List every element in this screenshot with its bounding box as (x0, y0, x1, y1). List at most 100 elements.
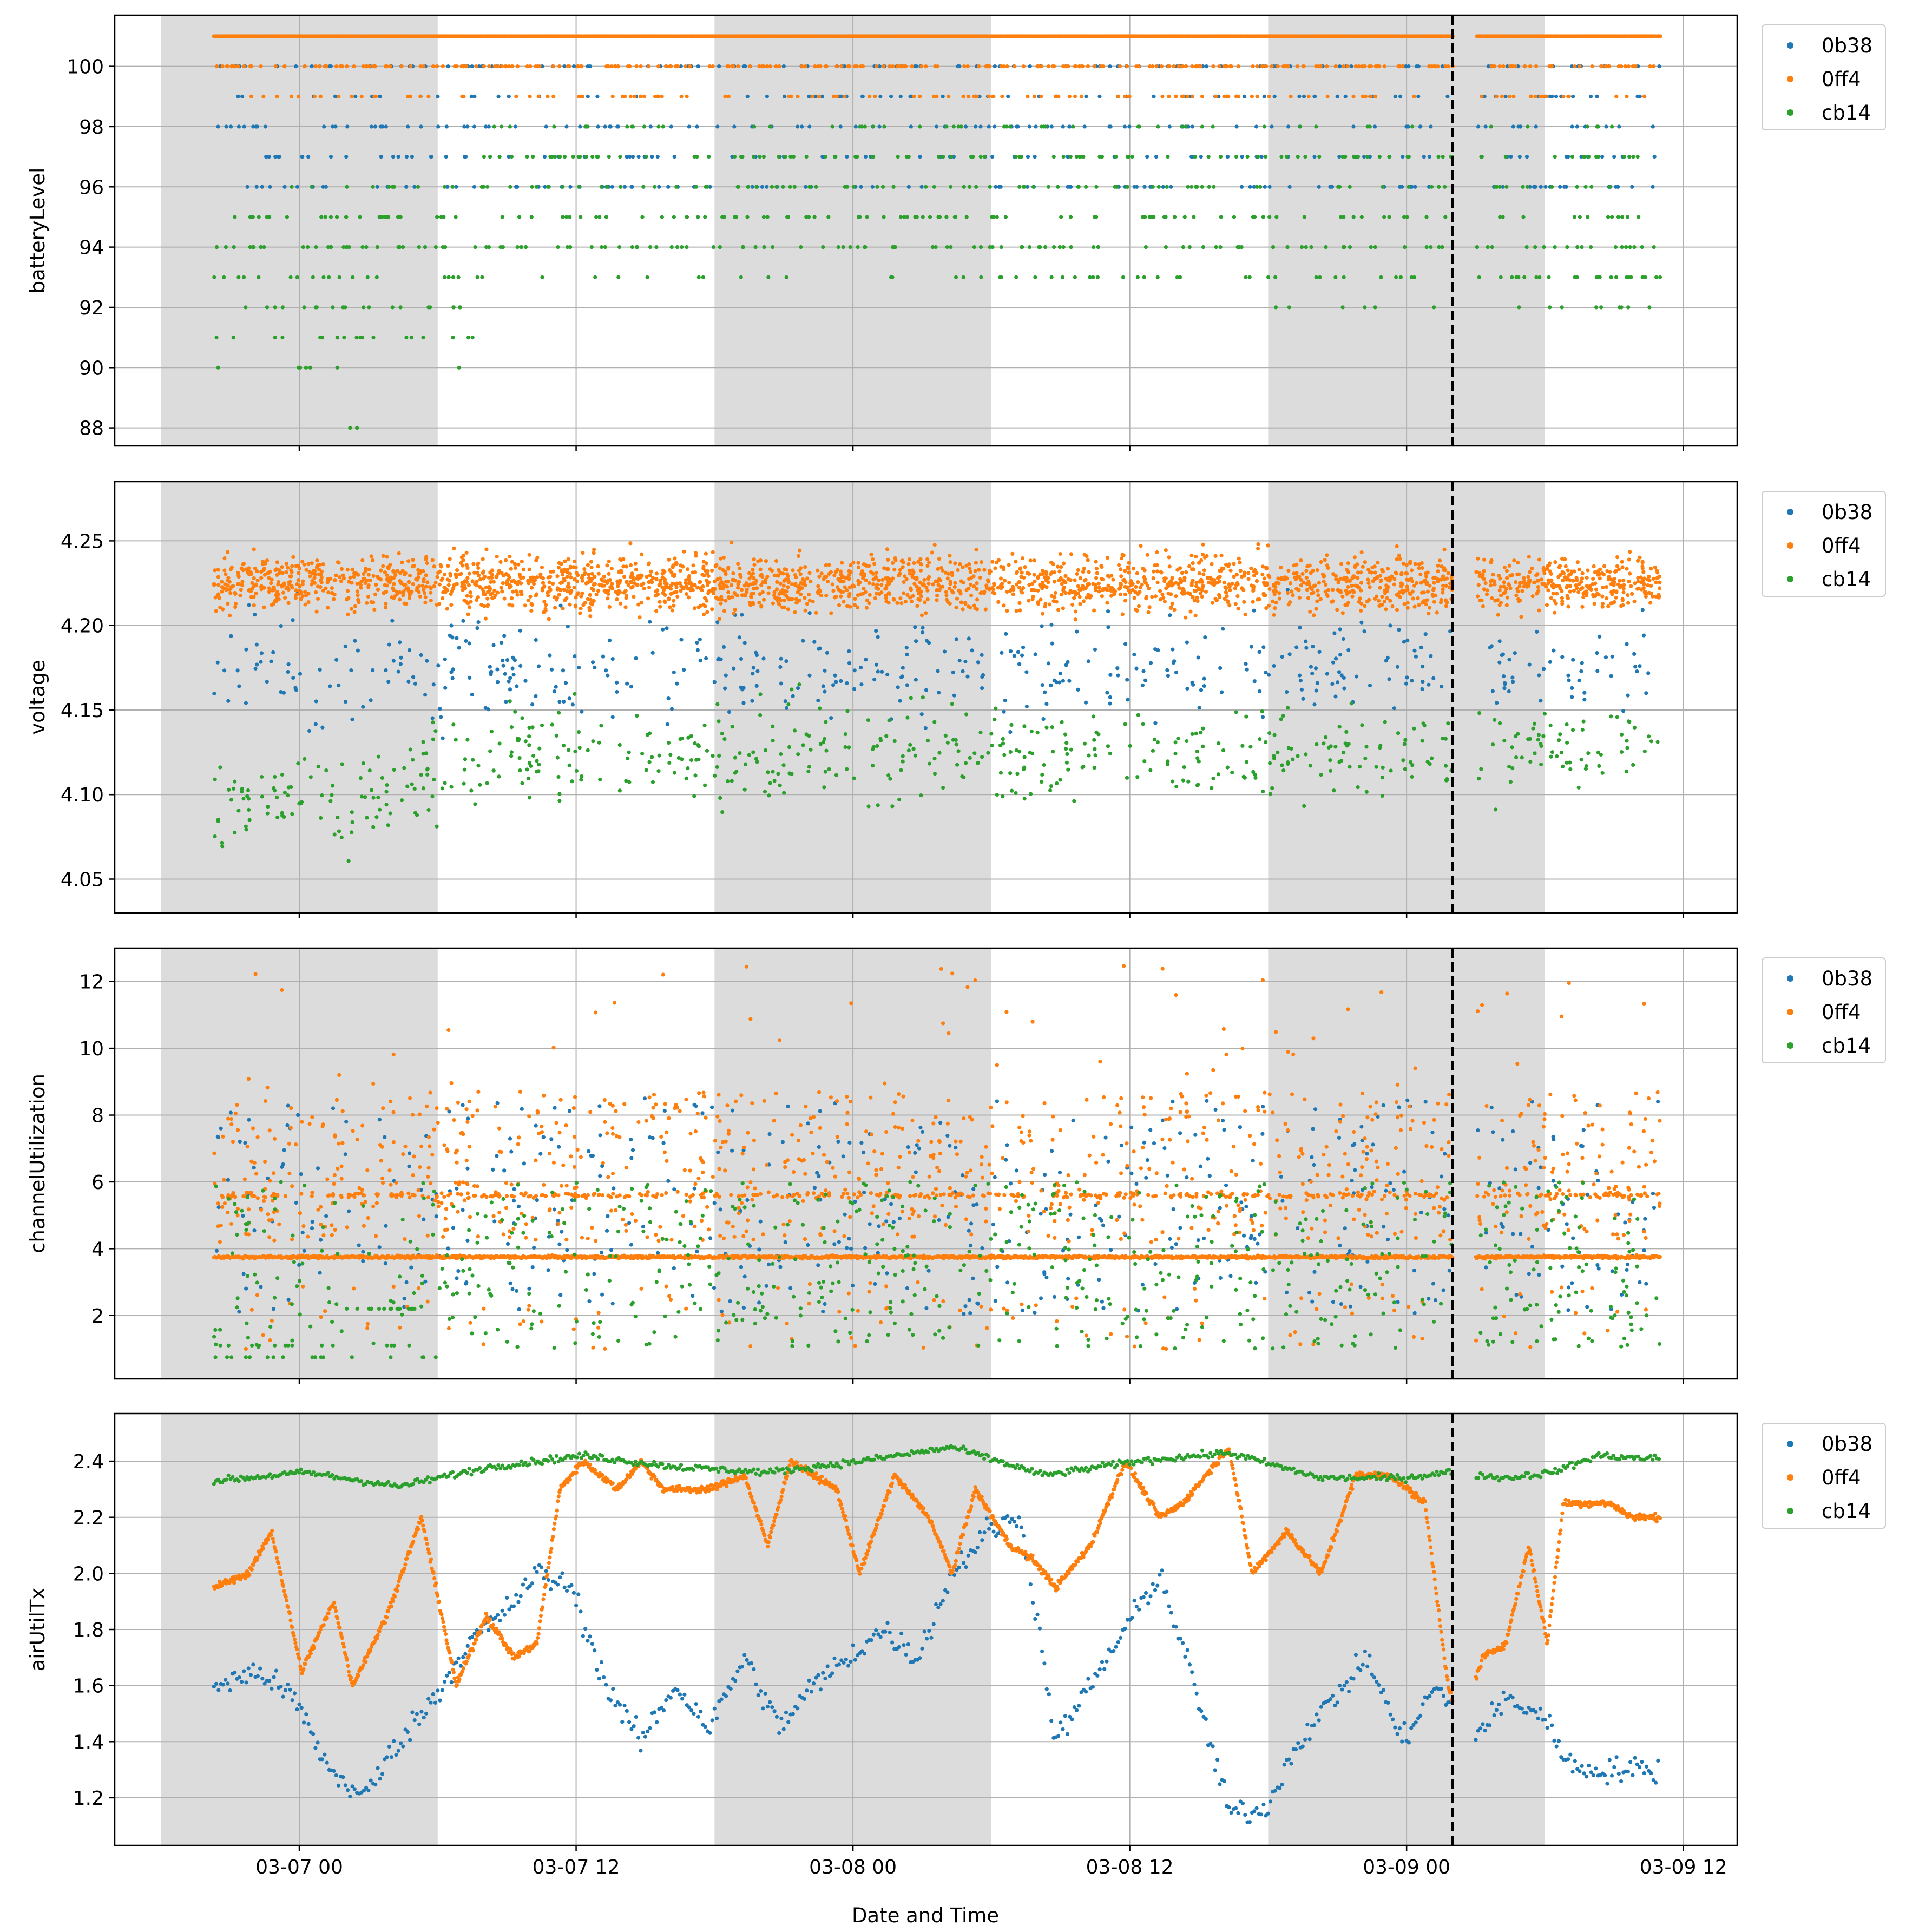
data-point (1341, 636, 1345, 641)
data-point (1342, 64, 1346, 69)
data-point (1560, 599, 1565, 603)
data-point (1581, 595, 1586, 600)
data-point (1489, 583, 1493, 588)
data-point (730, 64, 734, 69)
data-point (1476, 556, 1480, 561)
data-point (896, 155, 900, 159)
data-point (881, 64, 886, 69)
data-point (1367, 64, 1371, 69)
data-point (1138, 586, 1142, 590)
data-point (1154, 155, 1159, 159)
data-point (1051, 155, 1056, 159)
data-point (279, 690, 283, 694)
data-point (1548, 305, 1552, 310)
data-point (1096, 245, 1101, 249)
data-point (1052, 678, 1056, 682)
data-point (695, 155, 699, 159)
data-point (403, 572, 407, 576)
data-point (283, 596, 287, 600)
data-point (871, 582, 876, 587)
data-point (1403, 245, 1407, 249)
data-point (1345, 603, 1349, 607)
data-point (816, 584, 820, 588)
data-point (260, 185, 264, 189)
data-point (1140, 683, 1145, 687)
data-point (326, 590, 331, 595)
data-point (656, 124, 661, 129)
data-point (349, 607, 354, 611)
data-point (576, 155, 581, 159)
data-point (752, 155, 756, 159)
data-point (534, 694, 538, 698)
series-0ff4 (212, 34, 1662, 98)
data-point (1072, 596, 1076, 600)
data-point (918, 94, 922, 98)
data-point (384, 124, 388, 129)
data-point (464, 639, 468, 643)
data-point (1415, 64, 1419, 69)
data-point (562, 64, 567, 69)
data-point (515, 593, 520, 597)
data-point (360, 245, 365, 249)
data-point (860, 569, 864, 573)
data-point (511, 589, 515, 594)
data-point (1419, 590, 1424, 595)
data-point (921, 630, 925, 635)
data-point (1480, 94, 1484, 98)
data-point (372, 94, 377, 98)
data-point (1628, 245, 1632, 249)
data-point (1014, 609, 1018, 613)
data-point (941, 155, 945, 159)
data-point (1190, 64, 1194, 69)
data-point (346, 589, 350, 593)
data-point (519, 245, 523, 249)
data-point (1200, 185, 1204, 189)
data-point (387, 642, 392, 647)
data-point (1092, 64, 1096, 69)
data-point (634, 656, 638, 660)
data-point (935, 598, 939, 602)
data-point (1143, 245, 1148, 249)
data-point (1657, 595, 1661, 600)
data-point (898, 64, 903, 69)
data-point (383, 605, 388, 610)
data-point (758, 155, 762, 159)
data-point (358, 336, 363, 340)
data-point (1285, 245, 1290, 249)
data-point (1325, 563, 1330, 568)
data-point (1086, 659, 1090, 663)
data-point (465, 594, 469, 598)
data-point (543, 185, 547, 189)
data-point (1155, 580, 1160, 584)
data-point (1291, 593, 1295, 597)
data-point (703, 215, 707, 219)
data-point (954, 275, 958, 279)
data-point (1299, 687, 1304, 692)
data-point (1516, 560, 1520, 565)
data-point (1441, 574, 1445, 579)
data-point (1373, 570, 1377, 575)
data-point (586, 94, 590, 98)
data-point (880, 669, 884, 674)
data-point (564, 215, 569, 219)
data-point (1213, 554, 1218, 558)
data-point (1385, 655, 1390, 660)
data-point (1598, 634, 1602, 639)
data-point (549, 667, 554, 672)
data-point (444, 124, 449, 129)
data-point (568, 185, 573, 189)
data-point (1445, 94, 1450, 98)
data-point (1204, 64, 1208, 69)
data-point (655, 94, 659, 98)
data-point (1328, 185, 1332, 189)
data-point (1502, 686, 1507, 691)
data-point (1632, 245, 1637, 249)
data-point (1621, 709, 1626, 713)
data-point (244, 647, 248, 652)
data-point (1165, 668, 1169, 672)
data-point (628, 64, 632, 69)
data-point (717, 656, 721, 661)
data-point (348, 426, 352, 430)
data-point (566, 557, 570, 561)
data-point (1586, 215, 1590, 219)
